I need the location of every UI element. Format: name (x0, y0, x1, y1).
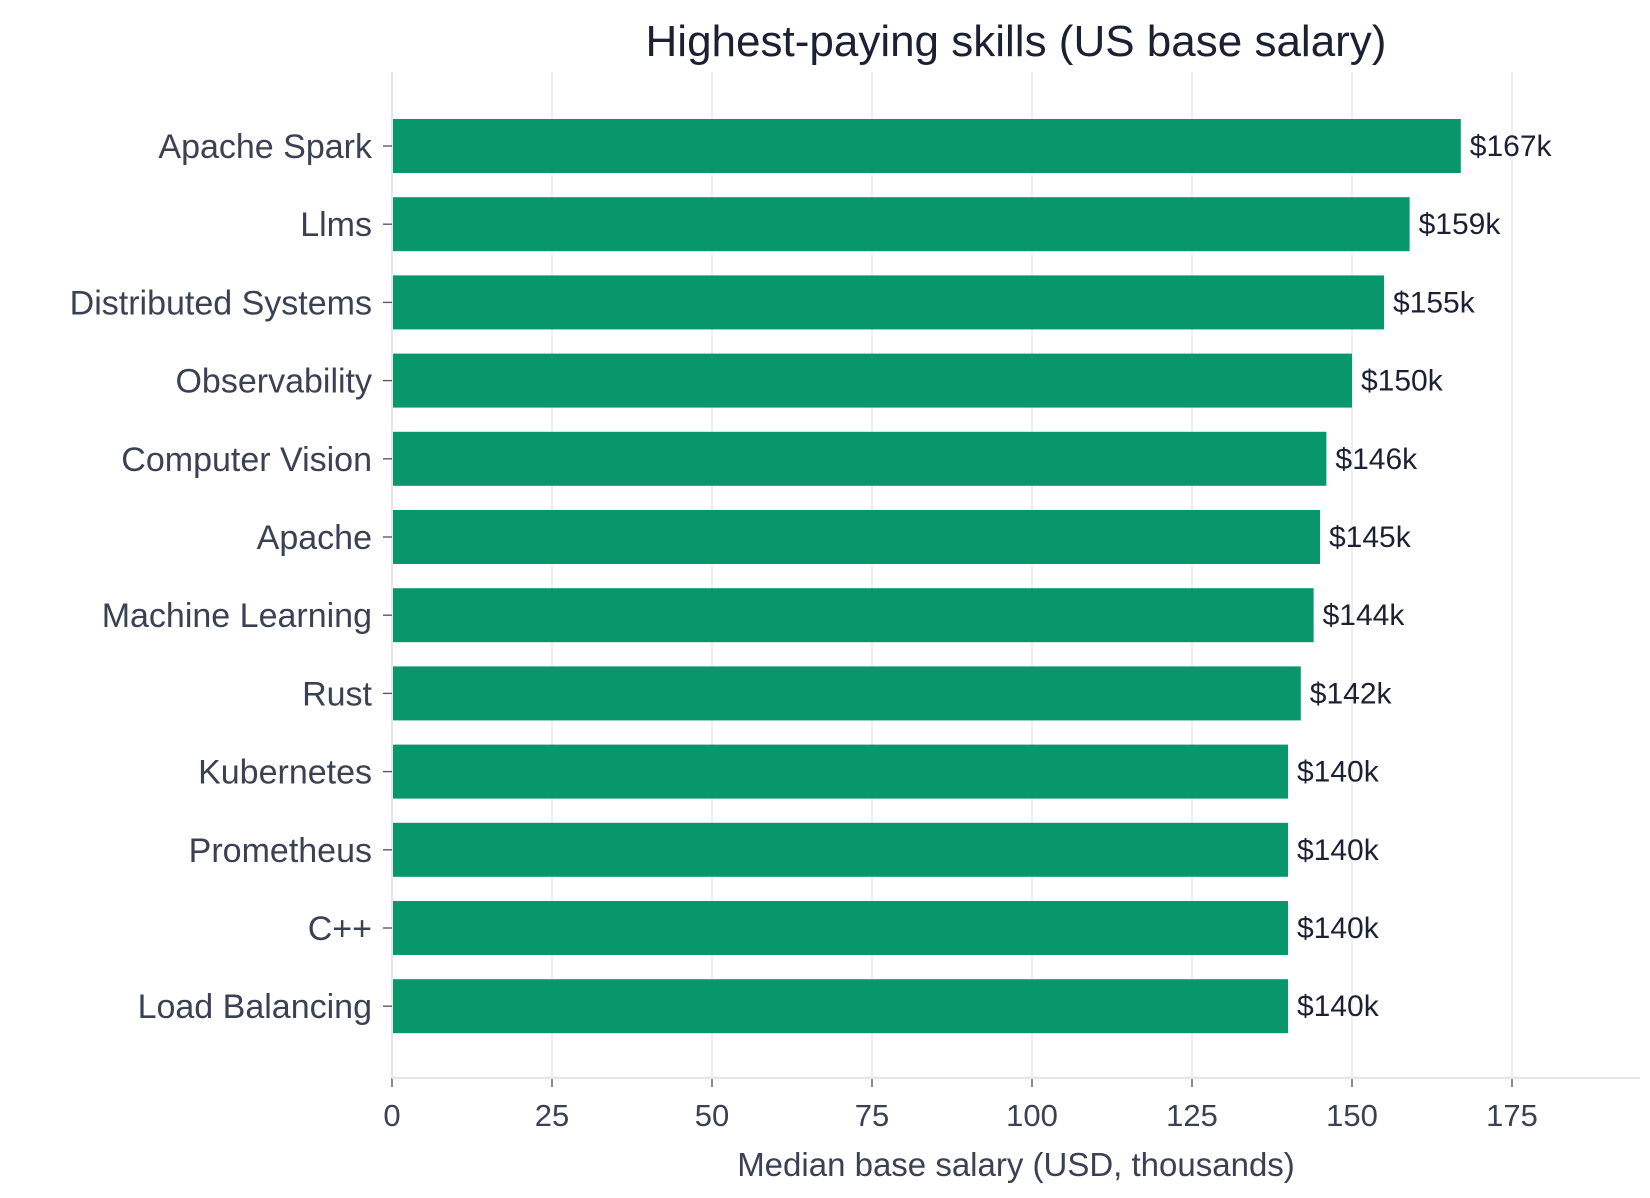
data-label: $145k (1329, 521, 1412, 554)
x-tick-label: 150 (1326, 1098, 1378, 1133)
data-label: $155k (1393, 286, 1476, 319)
bar (393, 431, 1327, 486)
bar (393, 979, 1288, 1034)
bar (393, 822, 1288, 877)
bar (393, 275, 1384, 330)
bar (393, 197, 1410, 252)
x-tick-label: 0 (383, 1098, 400, 1133)
bar (393, 744, 1288, 799)
data-label: $142k (1310, 677, 1393, 710)
bar (393, 588, 1314, 643)
y-tick-label: Observability (175, 363, 372, 401)
data-label: $167k (1470, 130, 1553, 163)
x-tick-label: 175 (1486, 1098, 1538, 1133)
data-label: $146k (1335, 443, 1418, 476)
data-label: $140k (1297, 912, 1380, 945)
y-tick-label: C++ (308, 910, 372, 948)
data-label: $150k (1361, 365, 1444, 398)
y-tick-label: Apache (257, 519, 372, 557)
bar (393, 510, 1320, 564)
bars: $167k $159k $155k $150k $146k $145k $144k $142k… (393, 119, 1553, 1034)
x-tick-label: 125 (1166, 1098, 1218, 1133)
data-label: $140k (1297, 990, 1380, 1023)
y-tick-label: Apache Spark (158, 128, 373, 166)
bar (393, 666, 1301, 721)
x-axis-label: Median base salary (USD, thousands) (737, 1146, 1295, 1183)
y-tick-label: Kubernetes (198, 754, 372, 792)
x-tick-label: 50 (695, 1098, 729, 1133)
data-label: $140k (1297, 834, 1380, 867)
y-tick-label: Prometheus (189, 832, 372, 870)
y-tick-label: Computer Vision (121, 441, 372, 479)
x-tick-label: 25 (535, 1098, 569, 1133)
y-tick-label: Rust (302, 675, 372, 713)
data-label: $159k (1419, 208, 1502, 241)
axes: 0 25 50 75 100 125 150 175 Apache Spark Llms Distr… (70, 72, 1640, 1133)
bar (393, 353, 1352, 408)
chart-title: Highest-paying skills (US base salary) (646, 17, 1387, 66)
bar (393, 119, 1461, 173)
bar (393, 901, 1288, 955)
x-tick-label: 100 (1006, 1098, 1058, 1133)
y-tick-label: Machine Learning (102, 597, 372, 635)
y-tick-label: Load Balancing (138, 988, 372, 1026)
y-tick-label: Distributed Systems (70, 284, 372, 322)
y-tick-label: Llms (300, 206, 372, 244)
x-tick-label: 75 (855, 1098, 889, 1133)
data-label: $144k (1323, 599, 1406, 632)
data-label: $140k (1297, 756, 1380, 789)
